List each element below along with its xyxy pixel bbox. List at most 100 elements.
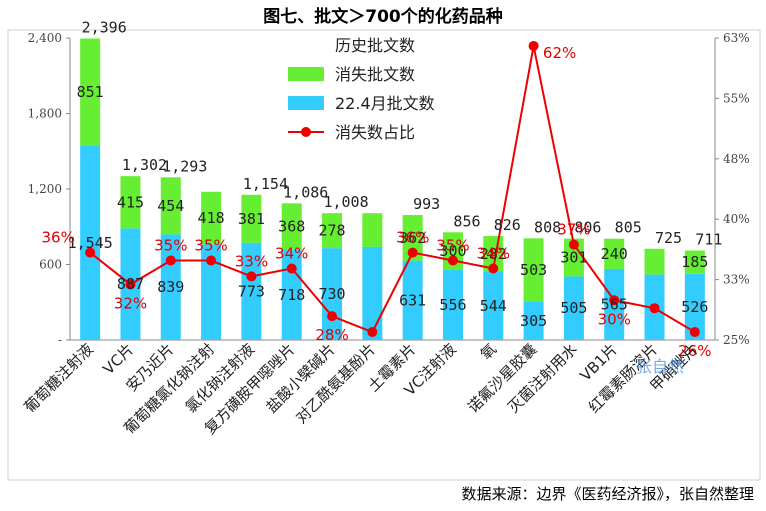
legend-swatch-disappeared (288, 67, 324, 81)
legend-label-disappeared: 消失批文数 (335, 65, 415, 84)
ratio-label: 35% (194, 237, 227, 255)
ratio-label: 37% (557, 221, 590, 239)
watermark: 张自然 (636, 357, 684, 376)
bar-current (362, 246, 383, 340)
legend-marker-ratio (301, 127, 311, 137)
ratio-point (568, 239, 579, 250)
bar-current (563, 276, 584, 340)
ratio-point (125, 279, 136, 290)
ratio-label: 35% (154, 237, 187, 255)
total-label: 856 (453, 212, 480, 230)
total-label: 805 (615, 219, 642, 237)
chart-title: 图七、批文＞700个的化药品种 (263, 6, 503, 27)
ratio-label: 35% (436, 237, 469, 255)
bars (80, 38, 705, 340)
ratio-point (407, 247, 418, 258)
ratio-point (488, 263, 499, 274)
bar-disappeared (523, 238, 544, 302)
bar-current-label: 631 (399, 291, 426, 309)
bar-disappeared (563, 238, 584, 277)
ratio-label: 30% (598, 310, 631, 328)
bar-disappeared-label: 240 (601, 245, 628, 263)
ratio-polyline (89, 45, 696, 334)
bar-disappeared-label: 381 (238, 210, 265, 228)
bar-current-label: 773 (238, 282, 265, 300)
bar-current (322, 248, 343, 340)
bar-current (483, 271, 504, 340)
category-label: 葡萄糖注射液 (21, 340, 97, 416)
bar-current (523, 301, 544, 340)
right-tick-label: 40% (723, 212, 750, 226)
total-label: 1,086 (283, 183, 328, 201)
ratio-point (649, 303, 660, 314)
ratio-point (609, 295, 620, 306)
plot-frame (7, 29, 761, 481)
bar-disappeared (281, 203, 302, 250)
ratio-point (206, 255, 217, 266)
right-tick-label: 25% (723, 333, 750, 347)
bar-current (402, 260, 423, 340)
ratio-point (528, 40, 539, 51)
bar-current (442, 270, 463, 340)
bar-current (684, 273, 705, 340)
total-label: 1,008 (323, 193, 368, 211)
bar-disappeared (322, 213, 343, 249)
total-label: 808 (534, 218, 561, 236)
bar-current-label: 305 (520, 312, 547, 330)
total-label: 826 (494, 216, 521, 234)
bar-disappeared-label: 300 (439, 242, 466, 260)
bar-current-label: 505 (560, 299, 587, 317)
bar-disappeared (120, 176, 141, 229)
ratio-label: 33% (235, 252, 268, 270)
bar-disappeared (402, 215, 423, 261)
bar-current-label: 544 (480, 297, 507, 315)
bar-disappeared (362, 213, 383, 247)
bar-disappeared-label: 851 (77, 83, 104, 101)
total-label: 1,154 (243, 175, 288, 193)
bar-disappeared (160, 177, 181, 235)
ratio-label: 36% (41, 229, 74, 247)
bar-current (80, 145, 101, 340)
ratio-label: 62% (543, 44, 576, 62)
bar-disappeared-label: 454 (157, 197, 184, 215)
category-label: 氧 (477, 340, 500, 363)
total-label: 993 (413, 195, 440, 213)
bar-disappeared-label: 368 (278, 217, 305, 235)
ratio-point (327, 311, 338, 322)
ratio-point (165, 255, 176, 266)
total-label: 711 (695, 231, 722, 249)
ratio-label: 34% (275, 244, 308, 262)
total-label: 1,302 (122, 156, 167, 174)
bar-disappeared-label: 185 (681, 253, 708, 271)
category-labels: 葡萄糖注射液 VC片安乃近片葡萄糖氯化钠注射氯化钠注射液复方磺胺甲噁唑片盐酸小檗碱… (21, 340, 702, 438)
bar-current (281, 249, 302, 340)
left-tick-label: 2,400 (28, 31, 62, 45)
ratio-label: 32% (114, 294, 147, 312)
total-label: 1,293 (162, 157, 207, 175)
right-tick-label: 63% (723, 31, 750, 45)
data-labels: 1,545 851 2,396 887 415 1,302 839 454 1,293 418 77… (41, 19, 722, 361)
bar-disappeared (684, 250, 705, 274)
left-tick-label: - (58, 333, 62, 347)
bar-current-label: 718 (278, 286, 305, 304)
bar-current-label: 839 (157, 278, 184, 296)
left-tick-label: 1,800 (28, 107, 62, 121)
bar-disappeared (201, 191, 222, 245)
left-tick-label: 1,200 (28, 182, 62, 196)
bar-current (241, 242, 262, 340)
bar-disappeared-label: 418 (198, 209, 225, 227)
ratio-point (367, 327, 378, 338)
ratio-point (447, 255, 458, 266)
right-tick-label: 33% (723, 273, 750, 287)
bar-current-label: 1,545 (68, 234, 113, 252)
bar-current-label: 887 (117, 275, 144, 293)
left-tick-label: 600 (39, 258, 62, 272)
right-tick-label: 55% (723, 91, 750, 105)
bar-disappeared-label: 503 (520, 261, 547, 279)
bar-current (201, 244, 222, 340)
bar-disappeared-label: 282 (480, 245, 507, 263)
ratio-point (85, 247, 96, 258)
bar-current-label: 565 (601, 295, 628, 313)
